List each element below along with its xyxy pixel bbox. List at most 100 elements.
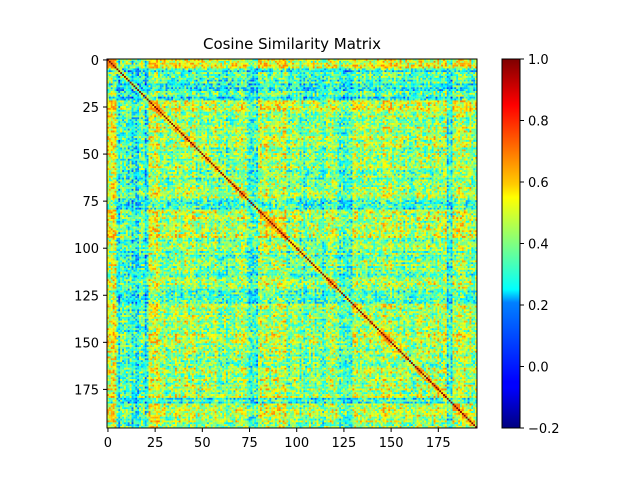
heatmap-cell <box>213 95 215 97</box>
heatmap-cell <box>471 82 473 84</box>
heatmap-cell <box>469 83 471 85</box>
heatmap-cell <box>437 72 439 74</box>
heatmap-cell <box>133 83 135 85</box>
heatmap-cell <box>405 67 407 69</box>
heatmap-cell <box>124 61 126 63</box>
heatmap-cell <box>188 106 190 108</box>
heatmap-cell <box>294 63 296 65</box>
heatmap-cell <box>473 74 475 76</box>
heatmap-cell <box>341 67 343 69</box>
heatmap-cell <box>318 95 320 97</box>
heatmap-cell <box>373 74 375 76</box>
heatmap-cell <box>456 80 458 82</box>
heatmap-cell <box>324 85 326 87</box>
heatmap-cell <box>373 85 375 87</box>
heatmap-cell <box>303 87 305 89</box>
heatmap-cell <box>332 100 334 102</box>
heatmap-cell <box>175 97 177 99</box>
heatmap-cell <box>443 83 445 85</box>
heatmap-cell <box>196 102 198 104</box>
heatmap-cell <box>466 74 468 76</box>
heatmap-cell <box>288 63 290 65</box>
heatmap-cell <box>279 104 281 106</box>
heatmap-cell <box>469 95 471 97</box>
heatmap-cell <box>464 93 466 95</box>
heatmap-cell <box>432 99 434 101</box>
heatmap-cell <box>296 87 298 89</box>
heatmap-cell <box>124 83 126 85</box>
heatmap-cell <box>447 85 449 87</box>
heatmap-cell <box>351 89 353 91</box>
heatmap-cell <box>315 65 317 67</box>
heatmap-cell <box>132 68 134 70</box>
heatmap-cell <box>275 78 277 80</box>
heatmap-cell <box>390 83 392 85</box>
heatmap-cell <box>232 82 234 84</box>
heatmap-cell <box>417 74 419 76</box>
heatmap-cell <box>273 102 275 104</box>
heatmap-cell <box>194 83 196 85</box>
heatmap-cell <box>220 83 222 85</box>
heatmap-cell <box>216 78 218 80</box>
heatmap-cell <box>130 68 132 70</box>
heatmap-cell <box>318 78 320 80</box>
heatmap-cell <box>388 85 390 87</box>
heatmap-cell <box>241 68 243 70</box>
heatmap-cell <box>326 63 328 65</box>
heatmap-cell <box>434 95 436 97</box>
heatmap-cell <box>111 61 113 63</box>
heatmap-cell <box>375 87 377 89</box>
heatmap-cell <box>441 61 443 63</box>
heatmap-cell <box>320 78 322 80</box>
heatmap-cell <box>283 100 285 102</box>
heatmap-cell <box>435 67 437 69</box>
heatmap-cell <box>464 91 466 93</box>
heatmap-cell <box>175 74 177 76</box>
heatmap-cell <box>403 85 405 87</box>
heatmap-cell <box>290 85 292 87</box>
heatmap-cell <box>443 70 445 72</box>
heatmap-cell <box>469 78 471 80</box>
heatmap-cell <box>292 99 294 101</box>
heatmap-cell <box>224 68 226 70</box>
heatmap-cell <box>296 102 298 104</box>
heatmap-cell <box>196 100 198 102</box>
heatmap-cell <box>126 99 128 101</box>
heatmap-cell <box>167 83 169 85</box>
heatmap-cell <box>392 85 394 87</box>
heatmap-cell <box>349 82 351 84</box>
heatmap-cell <box>422 67 424 69</box>
heatmap-cell <box>351 104 353 106</box>
heatmap-cell <box>222 91 224 93</box>
heatmap-cell <box>341 63 343 65</box>
heatmap-cell <box>184 74 186 76</box>
heatmap-cell <box>205 89 207 91</box>
heatmap-cell <box>235 100 237 102</box>
heatmap-cell <box>356 104 358 106</box>
heatmap-cell <box>428 61 430 63</box>
heatmap-cell <box>279 91 281 93</box>
heatmap-cell <box>239 93 241 95</box>
heatmap-cell <box>332 67 334 69</box>
heatmap-cell <box>403 74 405 76</box>
heatmap-cell <box>116 93 118 95</box>
heatmap-cell <box>252 89 254 91</box>
heatmap-cell <box>424 95 426 97</box>
heatmap-cell <box>232 97 234 99</box>
heatmap-cell <box>392 70 394 72</box>
heatmap-cell <box>328 74 330 76</box>
heatmap-cell <box>360 82 362 84</box>
heatmap-cell <box>390 97 392 99</box>
heatmap-cell <box>441 104 443 106</box>
heatmap-cell <box>392 61 394 63</box>
heatmap-cell <box>147 67 149 69</box>
heatmap-cell <box>354 99 356 101</box>
heatmap-cell <box>392 95 394 97</box>
heatmap-cell <box>186 97 188 99</box>
heatmap-cell <box>300 80 302 82</box>
heatmap-cell <box>171 102 173 104</box>
heatmap-cell <box>469 63 471 65</box>
heatmap-cell <box>254 80 256 82</box>
heatmap-cell <box>420 80 422 82</box>
heatmap-cell <box>247 76 249 78</box>
